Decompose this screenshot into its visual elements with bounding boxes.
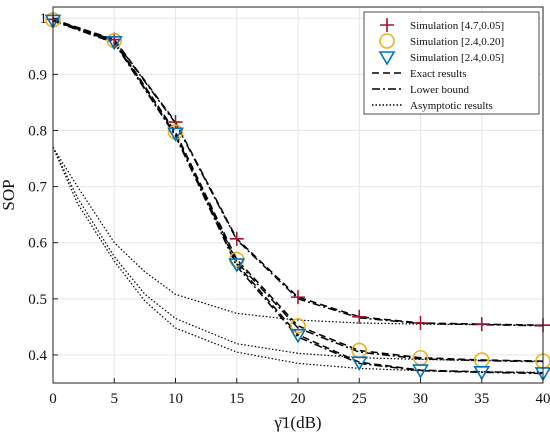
legend-marker-simulation-4-7-0-05 [380, 18, 394, 32]
y-tick-label: 1 [40, 11, 48, 27]
legend: Simulation [4.7,0.05] Simulation [2.4,0.2… [363, 11, 540, 115]
x-tick-label: 0 [49, 391, 57, 407]
simulation-2-4-0-05-point [105, 35, 123, 51]
simulation-2-4-0-05-point [412, 364, 429, 379]
y-tick-label: 0.7 [28, 180, 47, 196]
asymptotic-results-line [52, 146, 544, 326]
legend-label-asymptotic-results: Asymptotic results [410, 100, 493, 112]
y-tick-label: 0.4 [28, 348, 47, 364]
y-tick-label: 0.6 [28, 236, 47, 252]
simulation-4-7-0-05-point [168, 115, 183, 130]
x-tick-label: 40 [536, 391, 550, 407]
legend-label-exact-results: Exact results [410, 68, 467, 80]
legend-label-simulation-2-4-0-05: Simulation [2.4,0.05] [410, 52, 504, 64]
y-tick-label: 0.8 [28, 123, 47, 139]
simulation-4-7-0-05-point [352, 309, 367, 324]
legend-label-simulation-4-7-0-05: Simulation [4.7,0.05] [410, 20, 504, 32]
asymptotic-results-line [52, 147, 544, 362]
simulation-2-4-0-20-point [290, 317, 306, 334]
markers [44, 12, 550, 382]
x-tick-label: 30 [413, 391, 428, 407]
simulation-2-4-0-05-point [228, 258, 246, 273]
legend-marker-simulation-2-4-0-05 [378, 51, 396, 66]
simulation-4-7-0-05-point [291, 290, 305, 305]
simulation-2-4-0-05-point [473, 365, 491, 381]
legend-label-simulation-2-4-0-20: Simulation [2.4,0.20] [410, 36, 504, 48]
x-tick-label: 25 [352, 391, 367, 407]
x-tick-label: 10 [168, 391, 183, 407]
x-tick-label: 15 [229, 391, 244, 407]
simulation-2-4-0-05-point [289, 328, 307, 344]
simulation-4-7-0-05-point [413, 315, 428, 330]
simulation-2-4-0-05-point [350, 356, 368, 371]
y-axis-label: SOP [0, 179, 18, 210]
simulation-2-4-0-05-point [167, 127, 184, 142]
legend-box [363, 11, 540, 115]
simulation-4-7-0-05-point [474, 317, 489, 332]
legend-marker-simulation-2-4-0-20 [379, 33, 395, 49]
y-tick-label: 0.9 [28, 67, 47, 83]
simulation-4-7-0-05-point [229, 231, 244, 246]
curves [52, 18, 544, 375]
ticks: 0 5 10 15 20 25 30 35 40 0.4 0.5 0.6 0.7 0.8 0.9 1 [28, 11, 550, 407]
x-tick-label: 35 [474, 391, 489, 407]
y-tick-label: 0.5 [28, 292, 47, 308]
x-tick-label: 20 [291, 391, 306, 407]
legend-label-lower-bound: Lower bound [410, 84, 469, 96]
x-tick-label: 5 [111, 391, 119, 407]
x-axis-label: γ̄1(dB) [273, 413, 321, 432]
